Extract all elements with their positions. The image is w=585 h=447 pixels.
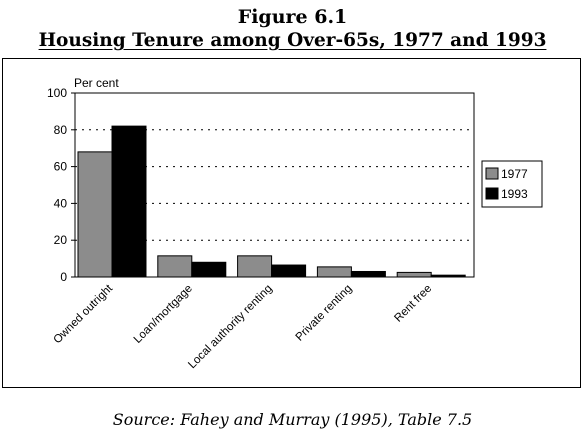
legend: 1977 1993: [481, 160, 543, 208]
bar-1977: [396, 271, 432, 278]
y-axis-label: Per cent: [74, 76, 119, 90]
bar-1993: [111, 125, 147, 278]
bar-1977: [157, 255, 193, 278]
legend-label-1977: 1977: [501, 167, 528, 181]
chart-frame: [2, 58, 581, 388]
x-category-label: Loan/mortgage: [132, 283, 195, 346]
figure-number: Figure 6.1: [237, 6, 348, 28]
bars: [77, 125, 466, 278]
legend-label-1993: 1993: [501, 187, 528, 201]
bar-1977: [77, 151, 113, 278]
y-tick-label: 100: [47, 86, 67, 100]
bar-1993: [271, 264, 307, 278]
bar-1977: [316, 266, 352, 278]
y-tick-label: 40: [54, 196, 68, 210]
figure-title: Housing Tenure among Over-65s, 1977 and …: [38, 30, 547, 51]
legend-swatch-1977: [485, 167, 499, 180]
y-tick-label: 0: [60, 270, 67, 284]
x-category-label: Private renting: [294, 283, 355, 344]
y-tick-label: 20: [54, 233, 68, 247]
y-tick-label: 60: [54, 160, 68, 174]
x-category-label: Local authority renting: [186, 283, 274, 371]
bar-1993: [350, 270, 386, 278]
figure-source: Source: Fahey and Murray (1995), Table 7…: [112, 410, 473, 429]
plot-area: [74, 92, 475, 278]
legend-swatch-1993: [485, 187, 499, 200]
x-category-label: Owned outright: [51, 282, 115, 346]
bar-1993: [191, 261, 227, 278]
x-category-label: Rent free: [392, 283, 434, 325]
bar-1977: [237, 255, 273, 278]
y-tick-label: 80: [54, 123, 68, 137]
